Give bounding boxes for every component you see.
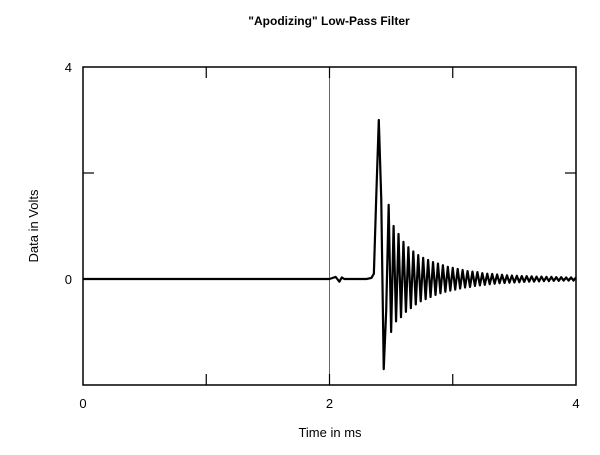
plot-frame bbox=[82, 66, 577, 386]
x-tick-label: 0 bbox=[79, 396, 86, 411]
x-tick-label: 4 bbox=[572, 396, 579, 411]
series-line bbox=[83, 118, 577, 371]
x-tick-label: 2 bbox=[326, 396, 333, 411]
x-axis-label: Time in ms bbox=[298, 425, 362, 440]
chart-title: "Apodizing" Low-Pass Filter bbox=[248, 14, 410, 28]
y-axis-label: Data in Volts bbox=[26, 189, 41, 262]
y-tick-label: 0 bbox=[65, 272, 72, 287]
y-tick-label: 4 bbox=[65, 60, 72, 75]
